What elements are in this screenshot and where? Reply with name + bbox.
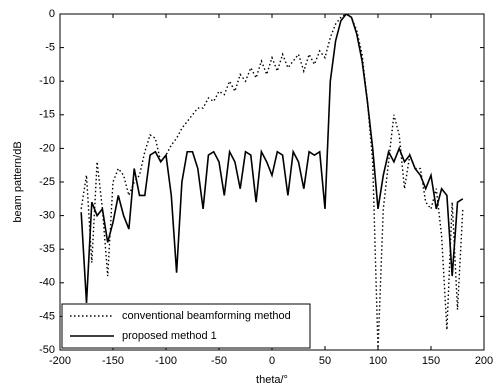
y-tick-label: -15 (39, 109, 55, 121)
legend-box (61, 303, 311, 349)
x-tick-label: 50 (319, 355, 331, 367)
plot-frame (59, 13, 485, 351)
y-tick-label: -20 (39, 142, 55, 154)
y-tick-label: -5 (45, 42, 55, 54)
y-tick-label: -50 (39, 344, 55, 356)
y-tick-label: -25 (39, 176, 55, 188)
x-axis-label: theta/° (256, 374, 288, 386)
y-tick-label: -10 (39, 75, 55, 87)
y-tick-label: -40 (39, 277, 55, 289)
legend-label: conventional beamforming method (122, 310, 291, 322)
legend-label: proposed method 1 (122, 330, 217, 342)
x-tick-label: 150 (422, 355, 440, 367)
series-line (80, 14, 464, 304)
y-axis-label: beam pattern/dB (12, 141, 24, 222)
series-line (80, 14, 464, 350)
y-tick-label: -30 (39, 210, 55, 222)
y-tick-label: 0 (49, 8, 55, 20)
x-tick-label: -50 (211, 355, 227, 367)
y-tick-label: -35 (39, 243, 55, 255)
x-tick-label: -150 (102, 355, 124, 367)
x-tick-label: 0 (269, 355, 275, 367)
x-tick-label: 100 (369, 355, 387, 367)
x-tick-label: 200 (475, 355, 493, 367)
x-tick-label: -200 (49, 355, 71, 367)
x-tick-label: -100 (155, 355, 177, 367)
y-tick-label: -45 (39, 310, 55, 322)
